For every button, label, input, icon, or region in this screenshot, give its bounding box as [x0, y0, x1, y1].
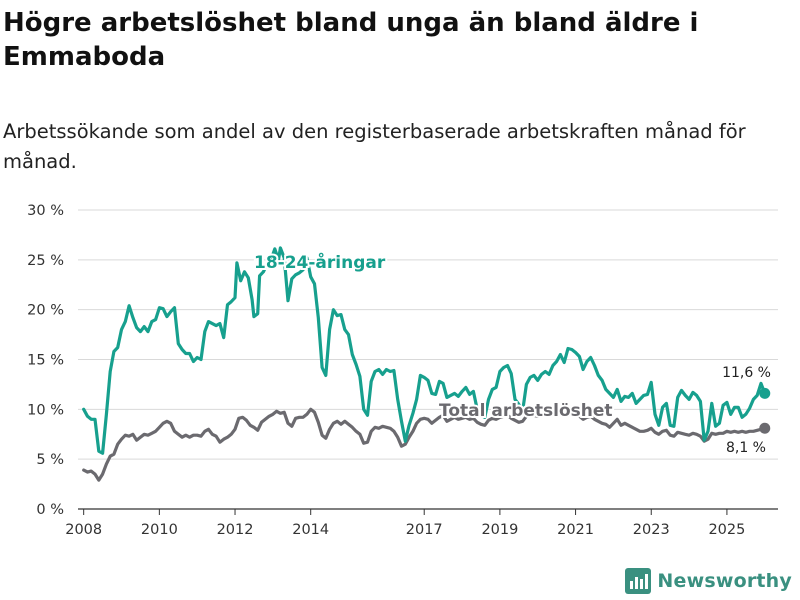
y-axis-tick-labels: 0 % 5 % 10 % 15 % 20 % 25 % 30 % — [27, 203, 64, 518]
x-tick-label-2021: 2021 — [557, 522, 594, 538]
x-tick-label-2010: 2010 — [141, 522, 178, 538]
end-label-young: 11,6 % — [722, 365, 771, 381]
y-tick-label-20: 20 % — [27, 303, 64, 319]
x-tick-label-2017: 2017 — [406, 522, 443, 538]
series-end-point-young — [759, 387, 771, 399]
newsworthy-logo-text: Newsworthy — [657, 570, 792, 592]
series-line-total — [82, 407, 767, 482]
x-tick-label-2014: 2014 — [292, 522, 329, 538]
series-lines — [82, 246, 771, 482]
series-label-total: Total arbetslöshet — [439, 401, 613, 421]
y-tick-label-30: 30 % — [27, 203, 64, 219]
x-tick-label-2025: 2025 — [708, 522, 745, 538]
y-tick-label-15: 15 % — [27, 353, 64, 369]
series-line-young — [82, 246, 767, 455]
y-tick-label-5: 5 % — [36, 452, 64, 468]
y-tick-label-0: 0 % — [36, 502, 64, 518]
newsworthy-logo-icon — [625, 568, 652, 594]
chart-title: Högre arbetslöshet bland unga än bland ä… — [3, 8, 699, 72]
newsworthy-logo: Newsworthy — [625, 568, 792, 594]
x-tick-label-2008: 2008 — [65, 522, 102, 538]
x-tick-label-2012: 2012 — [217, 522, 254, 538]
y-tick-label-10: 10 % — [27, 402, 64, 418]
series-label-young: 18-24-åringar — [254, 251, 386, 273]
x-tick-label-2023: 2023 — [633, 522, 670, 538]
end-label-total: 8,1 % — [726, 440, 766, 456]
series-end-point-total — [759, 422, 771, 434]
series-labels: 18-24-åringar Total arbetslöshet 11,6 % 8,1… — [252, 249, 773, 458]
x-axis: 2008 2010 2012 2014 2017 2019 2021 2023 2025 — [65, 508, 778, 538]
chart-subtitle: Arbetssökande som andel av den registerb… — [3, 120, 746, 173]
x-tick-label-2019: 2019 — [481, 522, 518, 538]
y-tick-label-25: 25 % — [27, 253, 64, 269]
